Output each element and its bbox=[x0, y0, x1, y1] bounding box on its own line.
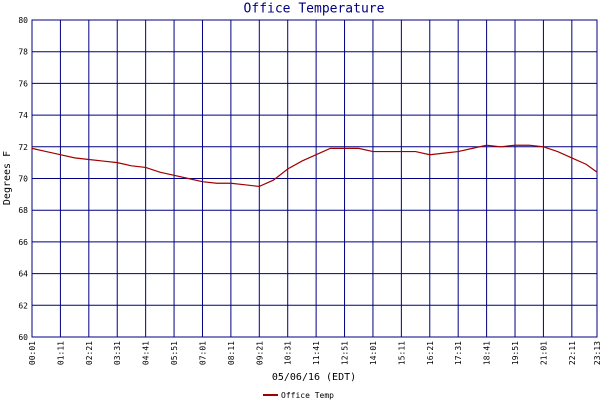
plot-border bbox=[31, 19, 598, 338]
x-tick-label: 07:01 bbox=[198, 341, 207, 365]
x-tick-label: 22:11 bbox=[568, 341, 577, 365]
x-tick-label: 08:11 bbox=[227, 341, 236, 365]
data-line bbox=[31, 144, 598, 188]
x-tick-label: 09:21 bbox=[255, 341, 264, 365]
x-tick-label: 10:31 bbox=[284, 341, 293, 365]
y-tick-label: 78 bbox=[18, 48, 28, 57]
x-tick-label: 02:21 bbox=[85, 341, 94, 365]
x-tick-label: 00:01 bbox=[28, 341, 37, 365]
x-tick-label: 16:21 bbox=[426, 341, 435, 365]
chart-title: Office Temperature bbox=[244, 2, 385, 17]
x-tick-label: 03:31 bbox=[113, 341, 122, 365]
legend-label: Office Temp bbox=[281, 391, 334, 400]
y-tick-label: 72 bbox=[18, 143, 28, 152]
y-tick-label: 80 bbox=[18, 16, 28, 25]
x-axis-label: 05/06/16 (EDT) bbox=[272, 372, 356, 383]
y-tick-label: 70 bbox=[18, 175, 28, 184]
y-axis-label: Degrees F bbox=[2, 151, 13, 205]
y-tick-label: 64 bbox=[18, 270, 28, 279]
x-tick-label: 01:11 bbox=[56, 341, 65, 365]
x-tick-label: 05:51 bbox=[170, 341, 179, 365]
x-tick-label: 21:01 bbox=[539, 341, 548, 365]
x-tick-label: 17:31 bbox=[454, 341, 463, 365]
x-tick-label: 04:41 bbox=[142, 341, 151, 365]
x-tick-label: 15:11 bbox=[397, 341, 406, 365]
y-tick-label: 62 bbox=[18, 301, 28, 310]
y-tick-label: 76 bbox=[18, 79, 28, 88]
x-tick-label: 12:51 bbox=[341, 341, 350, 365]
x-tick-label: 18:41 bbox=[483, 341, 492, 365]
y-tick-label: 68 bbox=[18, 206, 28, 215]
x-tick-label: 23:13 bbox=[593, 341, 600, 365]
y-tick-label: 60 bbox=[18, 333, 28, 342]
y-tick-label: 66 bbox=[18, 238, 28, 247]
x-tick-label: 19:51 bbox=[511, 341, 520, 365]
y-tick-label: 74 bbox=[18, 111, 28, 120]
x-tick-label: 11:41 bbox=[312, 341, 321, 365]
x-tick-label: 14:01 bbox=[369, 341, 378, 365]
